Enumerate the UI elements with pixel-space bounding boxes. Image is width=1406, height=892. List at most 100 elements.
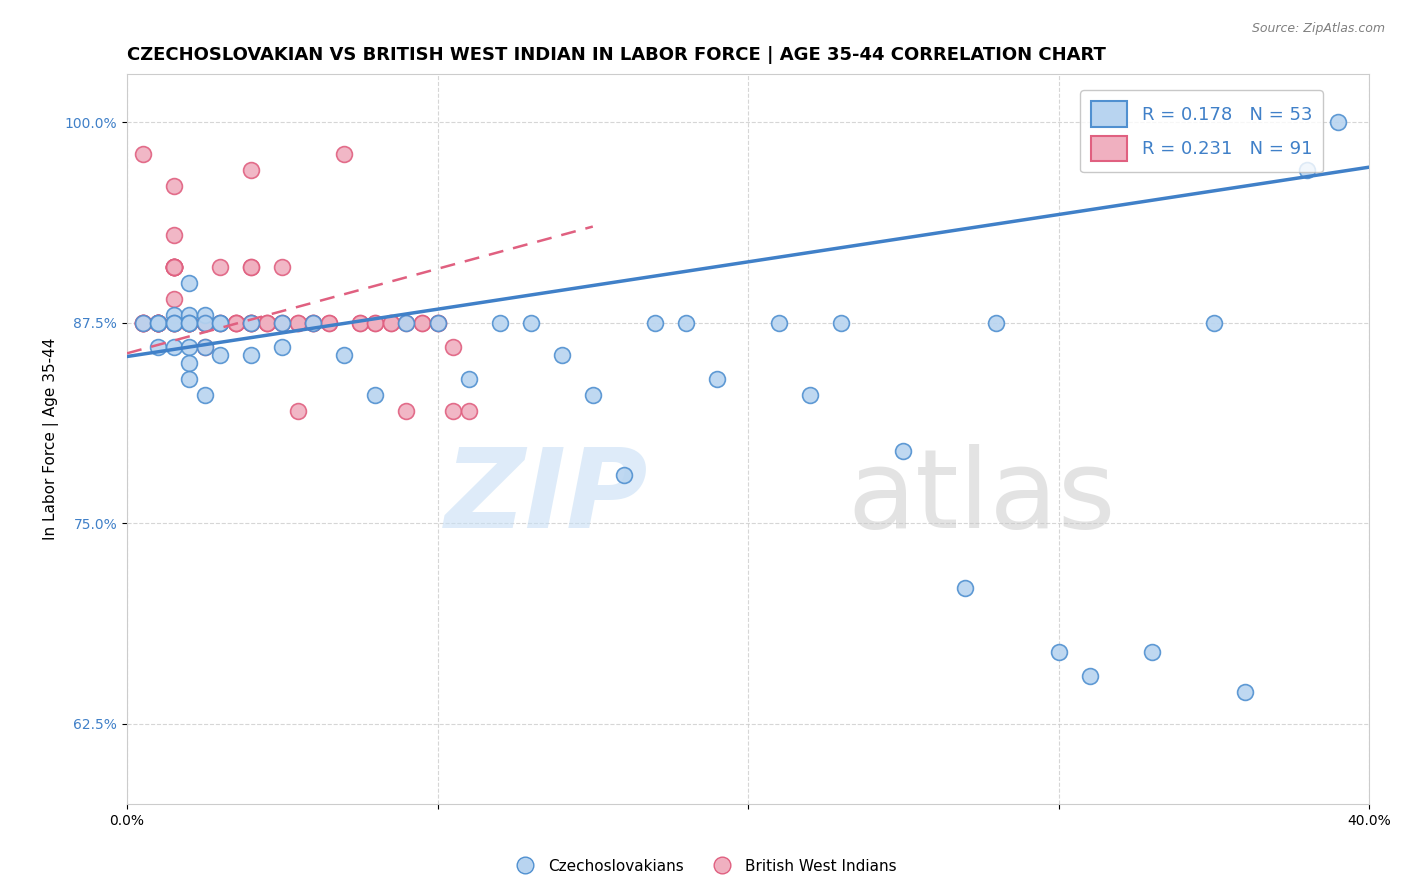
Point [194, 316, 217, 330]
Point [131, 316, 153, 330]
Point [240, 316, 263, 330]
Point [146, 316, 169, 330]
Point [146, 316, 169, 330]
Point [179, 316, 201, 330]
Point [364, 316, 387, 330]
Point [162, 340, 184, 354]
Point [349, 316, 371, 330]
Point [318, 316, 340, 330]
Point [240, 260, 263, 274]
Point [146, 316, 169, 330]
Point [225, 316, 247, 330]
Point [131, 316, 153, 330]
Point [131, 316, 153, 330]
Point [986, 316, 1008, 330]
Point [209, 316, 232, 330]
Point [146, 316, 169, 330]
Point [364, 388, 387, 402]
Point [194, 388, 217, 402]
Point [551, 348, 574, 362]
Point [162, 292, 184, 306]
Point [162, 260, 184, 274]
Point [162, 316, 184, 330]
Point [287, 316, 309, 330]
Point [457, 404, 479, 418]
Point [194, 308, 217, 322]
Point [271, 316, 294, 330]
Point [146, 316, 169, 330]
Point [179, 316, 201, 330]
Point [162, 316, 184, 330]
Point [287, 404, 309, 418]
Point [179, 308, 201, 322]
Point [240, 348, 263, 362]
Point [194, 316, 217, 330]
Point [225, 316, 247, 330]
Point [271, 260, 294, 274]
Point [395, 316, 418, 330]
Point [179, 372, 201, 386]
Point [1202, 316, 1225, 330]
Point [333, 147, 356, 161]
Point [146, 316, 169, 330]
Point [1296, 163, 1319, 178]
Point [441, 340, 464, 354]
Point [194, 340, 217, 354]
Point [426, 316, 449, 330]
Point [162, 260, 184, 274]
Point [891, 444, 914, 458]
Point [441, 404, 464, 418]
Point [179, 316, 201, 330]
Point [318, 316, 340, 330]
Point [240, 316, 263, 330]
Point [287, 316, 309, 330]
Point [411, 316, 433, 330]
Point [179, 316, 201, 330]
Point [209, 348, 232, 362]
Text: ZIP: ZIP [446, 444, 648, 551]
Point [146, 316, 169, 330]
Point [706, 372, 728, 386]
Legend: Czechoslovakians, British West Indians: Czechoslovakians, British West Indians [503, 853, 903, 880]
Point [830, 316, 852, 330]
Point [240, 260, 263, 274]
Point [209, 316, 232, 330]
Point [209, 260, 232, 274]
Point [302, 316, 325, 330]
Point [302, 316, 325, 330]
Point [194, 316, 217, 330]
Point [162, 260, 184, 274]
Point [162, 316, 184, 330]
Text: atlas: atlas [848, 444, 1116, 551]
Point [131, 147, 153, 161]
Point [271, 316, 294, 330]
Point [146, 340, 169, 354]
Point [582, 388, 605, 402]
Point [256, 316, 278, 330]
Point [179, 316, 201, 330]
Point [146, 316, 169, 330]
Point [488, 316, 510, 330]
Legend: R = 0.178   N = 53, R = 0.231   N = 91: R = 0.178 N = 53, R = 0.231 N = 91 [1080, 90, 1323, 172]
Point [675, 316, 697, 330]
Point [1327, 115, 1350, 129]
Point [194, 316, 217, 330]
Text: CZECHOSLOVAKIAN VS BRITISH WEST INDIAN IN LABOR FORCE | AGE 35-44 CORRELATION CH: CZECHOSLOVAKIAN VS BRITISH WEST INDIAN I… [127, 46, 1107, 64]
Point [380, 316, 402, 330]
Point [162, 316, 184, 330]
Point [271, 316, 294, 330]
Point [131, 316, 153, 330]
Point [457, 372, 479, 386]
Point [395, 404, 418, 418]
Point [349, 316, 371, 330]
Point [179, 316, 201, 330]
Point [194, 340, 217, 354]
Point [1078, 669, 1101, 683]
Point [209, 316, 232, 330]
Point [1140, 645, 1163, 659]
Point [240, 316, 263, 330]
Point [162, 179, 184, 194]
Point [179, 316, 201, 330]
Point [768, 316, 790, 330]
Point [194, 316, 217, 330]
